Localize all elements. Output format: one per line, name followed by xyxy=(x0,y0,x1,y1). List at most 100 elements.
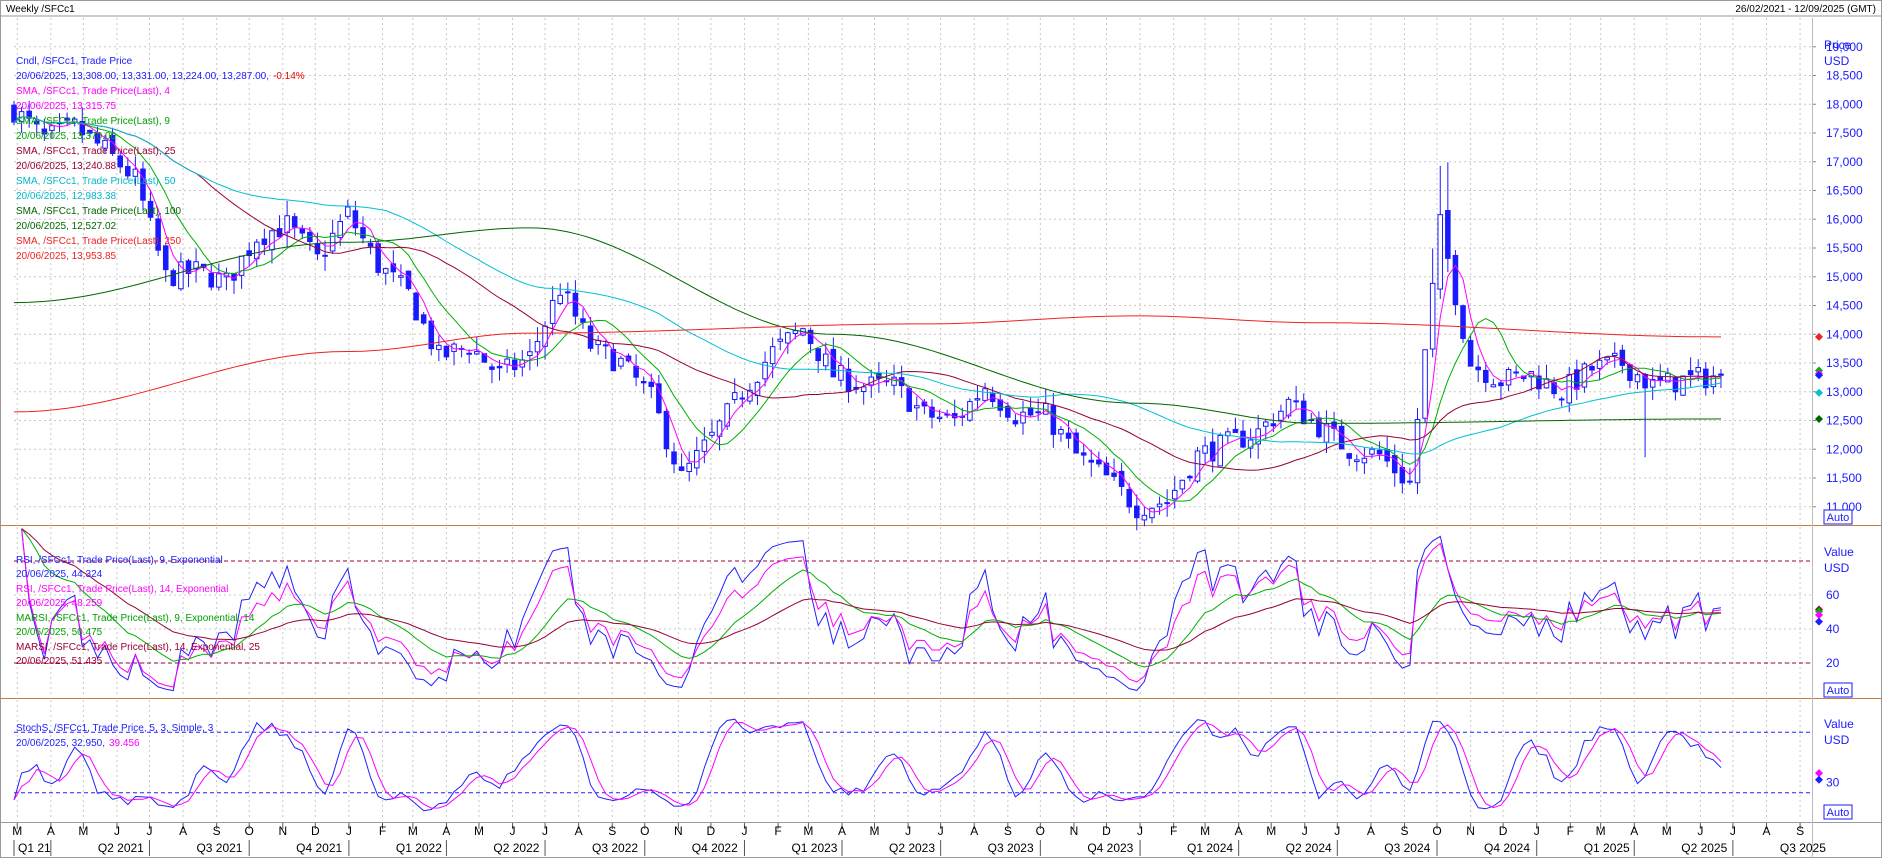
candle xyxy=(1391,444,1398,487)
month-label: A xyxy=(1367,824,1375,838)
candle xyxy=(815,348,821,374)
month-label: M xyxy=(474,824,484,838)
candle-body xyxy=(337,220,343,238)
candle xyxy=(1103,456,1110,476)
candle xyxy=(1262,419,1269,440)
quarter-label: Q1 2023 xyxy=(791,841,837,855)
candle-body xyxy=(405,270,412,290)
candle xyxy=(527,339,533,371)
candle-body xyxy=(1278,410,1284,421)
candle-body xyxy=(974,398,981,401)
price-tick-label: 14,500 xyxy=(1826,299,1863,313)
sma50-line xyxy=(13,116,1722,455)
stoch-auto-button[interactable]: Auto xyxy=(1823,804,1853,820)
candle-body xyxy=(1452,254,1459,306)
candle-body xyxy=(1316,417,1322,438)
candle-body xyxy=(671,451,677,465)
candle-body xyxy=(1156,503,1163,508)
candle xyxy=(216,263,222,291)
candle-body xyxy=(155,218,161,251)
candle-body xyxy=(390,263,397,273)
candle-body xyxy=(1703,368,1709,389)
date-range: 26/02/2021 - 12/09/2025 (GMT) xyxy=(1735,4,1876,15)
candle xyxy=(929,399,935,429)
month-label: M xyxy=(1596,824,1606,838)
candle xyxy=(170,268,177,287)
candle-body xyxy=(466,352,472,355)
candle xyxy=(1354,454,1360,472)
candle xyxy=(602,340,609,360)
price-auto-label: Auto xyxy=(1827,512,1850,524)
stoch-legend: StochS, /SFCc1, Trade Price, 5, 3, Simpl… xyxy=(16,723,214,749)
candle xyxy=(1126,482,1132,514)
candle xyxy=(1445,162,1451,273)
candle-body xyxy=(1149,507,1155,519)
quarter-label: Q2 2023 xyxy=(889,841,935,855)
price-auto-button[interactable]: Auto xyxy=(1823,509,1853,525)
month-label: J xyxy=(146,824,152,838)
candle xyxy=(1505,367,1512,392)
quarter-label: Q1 2025 xyxy=(1584,841,1630,855)
candle xyxy=(474,336,480,356)
candle xyxy=(640,376,647,394)
quarter-label: Q2 2025 xyxy=(1681,841,1727,855)
month-label: N xyxy=(1466,824,1475,838)
candle-body xyxy=(648,381,655,388)
candle-body xyxy=(1596,359,1603,369)
candle xyxy=(345,199,351,220)
quarter-label: Q3 2024 xyxy=(1384,841,1430,855)
candle-body xyxy=(1020,411,1026,424)
candle-body xyxy=(375,243,381,273)
candle xyxy=(678,453,685,472)
candle-body xyxy=(838,364,844,381)
quarter-label: Q1 21 xyxy=(18,841,51,855)
month-label: J xyxy=(1334,824,1340,838)
rsi-auto-button[interactable]: Auto xyxy=(1823,682,1853,698)
candle-body xyxy=(1111,472,1117,477)
rsi-panel[interactable]: 60 40 20 xyxy=(0,527,1882,699)
candle-body xyxy=(1687,370,1694,376)
candle-body xyxy=(1164,502,1170,505)
candle xyxy=(1073,428,1079,454)
candle-body xyxy=(1126,488,1132,508)
candle-body xyxy=(731,392,738,401)
candle-body xyxy=(1270,423,1277,427)
price-axis-title: Price xyxy=(1824,38,1852,52)
candle xyxy=(557,283,564,306)
candle xyxy=(1194,446,1201,484)
price-tick-label: 17,500 xyxy=(1826,126,1863,140)
candle xyxy=(1285,396,1292,419)
candle xyxy=(1429,248,1436,358)
candle xyxy=(178,252,184,291)
quarter-label: Q1 2022 xyxy=(396,841,442,855)
price-tick-label: 15,500 xyxy=(1826,241,1863,255)
candle xyxy=(1217,432,1224,467)
price-panel[interactable]: 19,000 18,500 18,000 17,500 17,000 16,500 16,0… xyxy=(0,18,1882,531)
rsi-axis-title: Value xyxy=(1824,545,1854,559)
month-label: A xyxy=(179,824,187,838)
candle-body xyxy=(982,388,988,401)
price-legend: Cndl, /SFCc1, Trade Price 20/06/2025, 13… xyxy=(16,56,305,262)
candle xyxy=(974,385,981,410)
candle-body xyxy=(602,344,609,347)
price-tick-label: 17,000 xyxy=(1826,155,1863,169)
legend-rsi14-value: 20/06/2025, 48.259 xyxy=(16,598,103,609)
month-label: N xyxy=(278,824,287,838)
month-label: J xyxy=(905,824,911,838)
legend-rsi14-label: RSI, /SFCc1, Trade Price(Last), 14, Expo… xyxy=(16,584,228,595)
candle xyxy=(762,351,768,387)
month-label: S xyxy=(1400,824,1408,838)
marsi9-line xyxy=(21,528,1722,668)
stoch-panel[interactable]: 30 xyxy=(0,700,1882,823)
legend-stoch-d: 39.456 xyxy=(109,738,140,749)
candle xyxy=(1422,349,1428,423)
candle xyxy=(208,264,215,291)
candle-body xyxy=(41,128,48,135)
candle-body xyxy=(1376,449,1383,455)
candle-body xyxy=(352,210,359,229)
candle-body xyxy=(216,273,222,288)
candle-body xyxy=(504,358,510,365)
candle-body xyxy=(656,383,662,414)
price-tick-label: 12,000 xyxy=(1826,442,1863,456)
